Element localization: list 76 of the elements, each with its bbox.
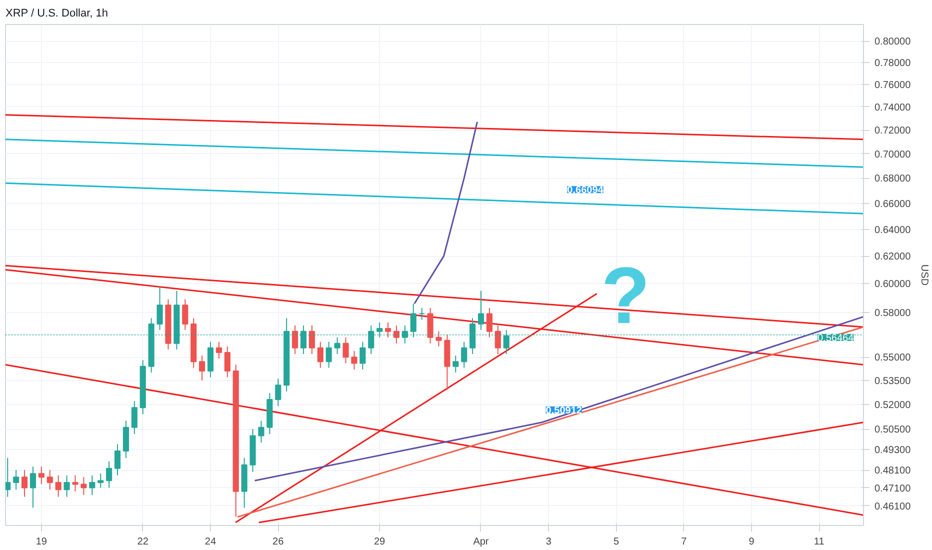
candlestick — [114, 444, 121, 476]
candlestick — [461, 341, 468, 368]
x-tick-label: 26 — [272, 536, 284, 548]
y-tick-label: 0.50500 — [874, 424, 912, 436]
y-tick-label: 0.49300 — [874, 444, 912, 456]
candlestick — [494, 324, 501, 355]
candlestick — [106, 460, 112, 488]
candlestick — [131, 400, 138, 435]
y-tick-label: 0.58000 — [874, 308, 912, 319]
candlestick — [292, 324, 298, 355]
candlestick — [486, 307, 492, 338]
y-axis-title: USD — [918, 264, 930, 286]
candlestick — [334, 336, 340, 355]
candlestick — [6, 457, 11, 498]
candlestick — [38, 466, 44, 485]
x-tick-label: Apr — [473, 536, 490, 548]
x-tick-label: 19 — [36, 536, 48, 548]
candlestick — [436, 330, 442, 347]
candlestick — [326, 341, 332, 368]
x-tick-label: 22 — [137, 536, 149, 548]
y-tick-label: 0.74000 — [874, 102, 912, 114]
x-tick-label: 11 — [814, 536, 825, 548]
y-tick-label: 0.76000 — [874, 80, 912, 91]
y-tick-label: 0.64000 — [874, 224, 912, 236]
y-tick-label: 0.48100 — [874, 466, 912, 477]
candlestick — [393, 324, 400, 344]
candlestick — [308, 324, 315, 355]
candlestick — [30, 466, 36, 508]
y-tick-label: 0.80000 — [874, 36, 912, 48]
candlestick — [224, 346, 230, 378]
candlestick — [427, 307, 434, 344]
y-tick-label: 0.55000 — [874, 352, 912, 364]
y-tick-label: 0.78000 — [874, 58, 912, 70]
x-tick-label: 3 — [546, 536, 552, 548]
candlestick — [156, 286, 163, 330]
ref-line-label: 0.56464 — [818, 332, 854, 344]
candlestick — [199, 355, 206, 381]
candlestick — [216, 341, 222, 360]
x-tick-label: 7 — [681, 536, 688, 548]
candlestick — [122, 420, 129, 458]
x-tick-label: 24 — [204, 536, 216, 548]
x-tick-label: 9 — [748, 536, 755, 548]
candlestick — [89, 474, 96, 496]
candlestick — [80, 476, 87, 496]
candlestick — [418, 307, 425, 320]
candlestick — [342, 336, 349, 364]
y-tick-label: 0.62000 — [874, 252, 912, 263]
candlestick — [182, 298, 188, 330]
y-tick-label: 0.60000 — [874, 279, 912, 290]
x-tick-label: 29 — [374, 536, 386, 548]
candlestick — [98, 473, 104, 488]
y-tick-label: 0.66000 — [874, 198, 912, 210]
candlestick — [317, 341, 324, 368]
candlestick — [64, 474, 70, 498]
candlestick — [351, 350, 358, 370]
y-tick-label: 0.47100 — [874, 483, 912, 494]
candlestick — [360, 341, 366, 370]
x-tick-label: 5 — [613, 536, 620, 548]
chart-title: XRP / U.S. Dollar, 1h — [6, 8, 108, 20]
candlestick — [21, 470, 28, 498]
candlestick — [13, 470, 20, 490]
candlestick — [258, 420, 264, 443]
y-tick-label: 0.53500 — [874, 376, 912, 387]
candlestick — [275, 378, 282, 406]
y-tick-label: 0.72000 — [874, 126, 912, 137]
candlestick — [46, 470, 53, 490]
y-tick-label: 0.52000 — [874, 400, 912, 411]
candlestick — [452, 355, 459, 374]
candlestick — [207, 341, 214, 378]
y-tick-label: 0.70000 — [874, 149, 912, 160]
y-tick-label: 0.46100 — [874, 501, 912, 512]
candlestick — [384, 322, 392, 338]
candlestick — [478, 290, 484, 330]
candlestick — [72, 474, 78, 492]
candlestick — [55, 474, 62, 498]
y-tick-label: 0.68000 — [874, 174, 912, 185]
